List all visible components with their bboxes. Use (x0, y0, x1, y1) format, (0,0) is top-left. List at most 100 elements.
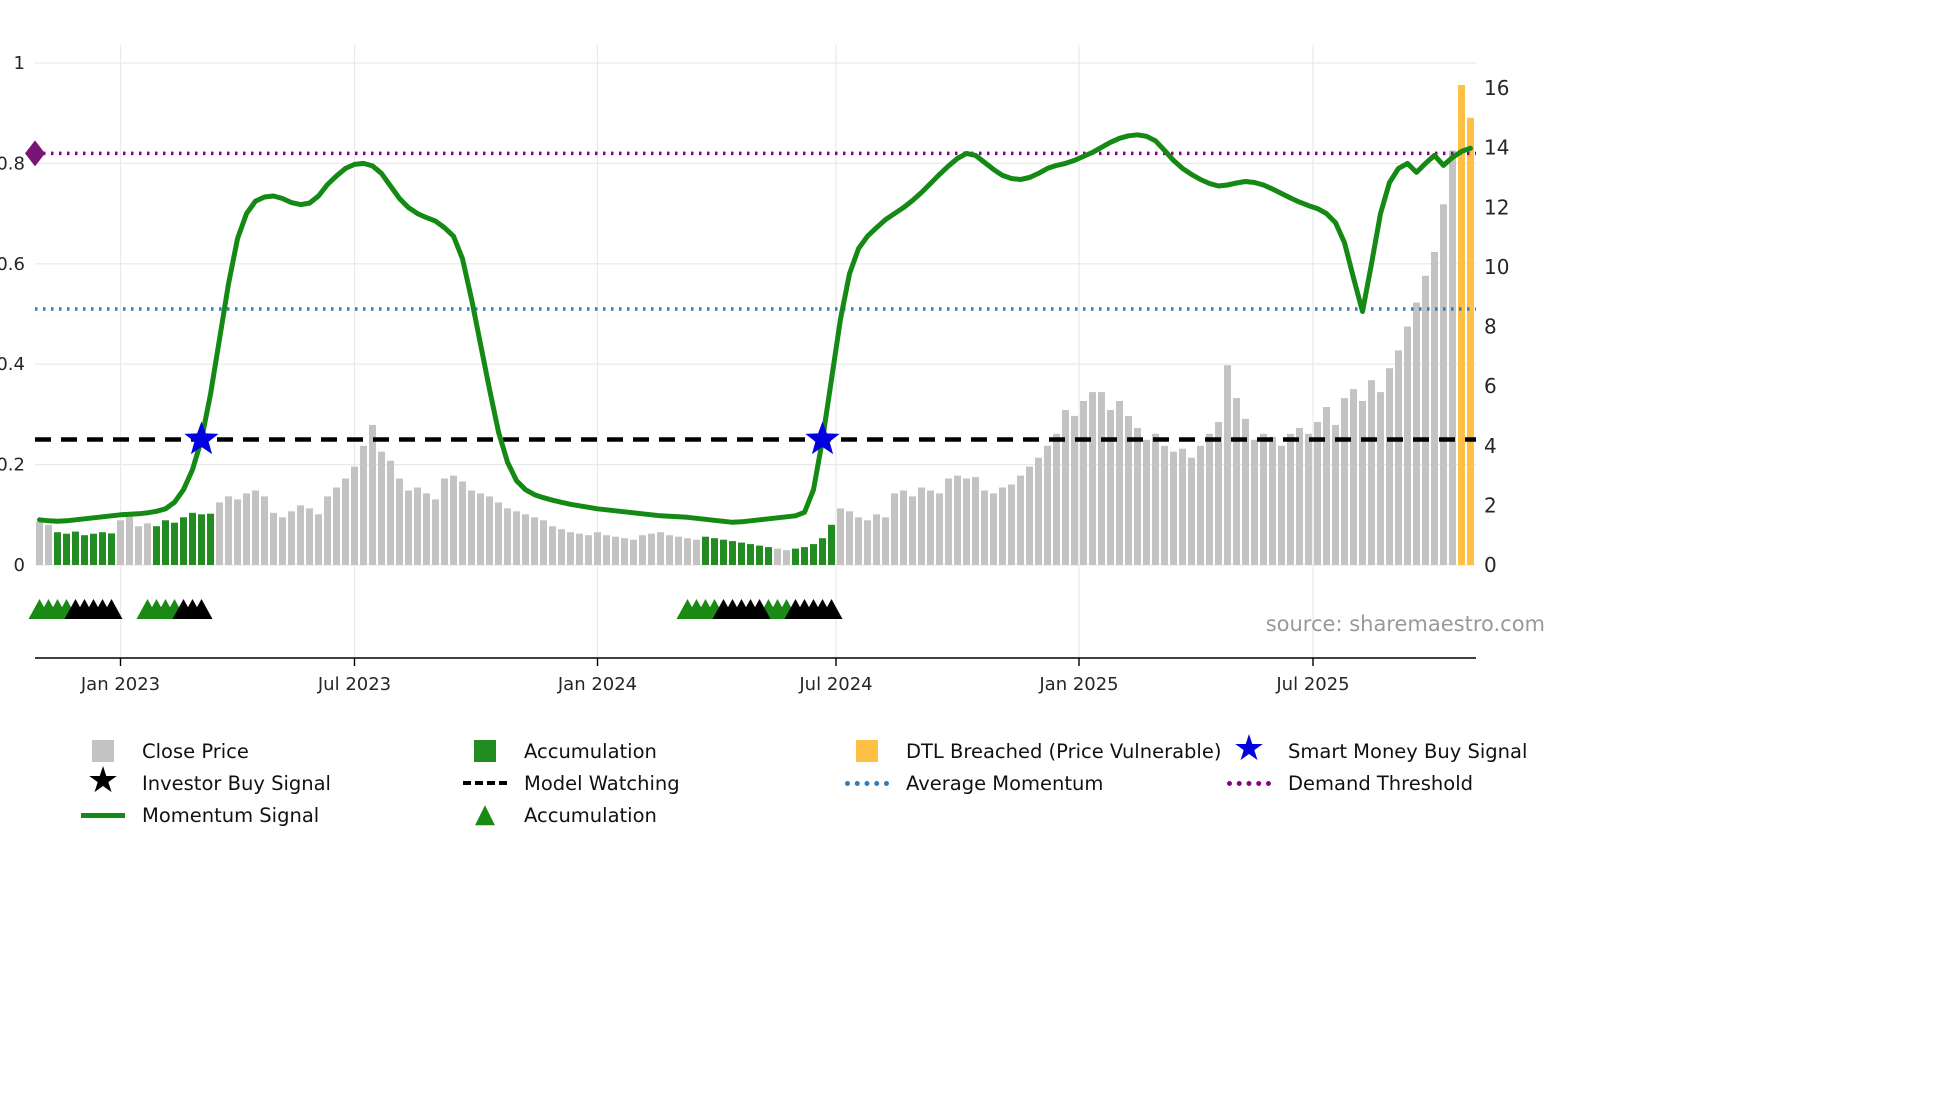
x-tick-label: Jan 2023 (80, 674, 160, 695)
accumulation-bar (756, 545, 763, 565)
legend-label: Close Price (142, 739, 249, 763)
close-price-bar (279, 517, 286, 565)
accumulation-bar (198, 514, 205, 565)
close-price-bar (873, 514, 880, 565)
close-price-bar (1188, 457, 1195, 565)
close-price-bar (1206, 433, 1213, 565)
left-tick-label: 0 (14, 555, 25, 576)
source-credit: source: sharemaestro.com (1265, 612, 1545, 636)
close-price-bar (1053, 433, 1060, 565)
close-price-bar (675, 536, 682, 565)
accumulation-bar (828, 524, 835, 565)
close-price-swatch-icon (92, 740, 114, 762)
legend-label: Investor Buy Signal (142, 771, 331, 795)
close-price-bar (378, 451, 385, 565)
close-price-bar (333, 487, 340, 565)
close-price-bar (477, 493, 484, 565)
close-price-bar (441, 478, 448, 565)
close-price-bar (1431, 252, 1438, 565)
right-tick-label: 16 (1484, 76, 1509, 100)
close-price-bar (999, 487, 1006, 565)
close-price-bar (909, 496, 916, 565)
accumulation-bar (81, 535, 88, 565)
close-price-bar (1449, 150, 1456, 565)
close-price-bar (1404, 326, 1411, 565)
close-price-bar (1440, 204, 1447, 566)
investor-buy-triangle-markers (64, 599, 843, 619)
close-price-bar (486, 496, 493, 565)
right-tick-label: 8 (1484, 315, 1497, 339)
x-tick-label: Jan 2025 (1038, 674, 1118, 695)
close-price-bar (1161, 445, 1168, 566)
close-price-bar (117, 520, 124, 565)
close-price-bar (1251, 439, 1258, 565)
threshold-lines (35, 151, 1476, 442)
close-price-bar (351, 466, 358, 565)
legend-item-dtl-breached: DTL Breached (Price Vulnerable) (844, 736, 1226, 766)
close-price-bar (954, 475, 961, 565)
close-price-bar (657, 532, 664, 565)
investor-buy-triangle-icon (820, 599, 843, 619)
close-price-bar (1170, 451, 1177, 565)
close-price-bar (612, 536, 619, 565)
close-price-bar (1125, 415, 1132, 565)
accumulation-triangle-markers (28, 599, 798, 619)
accumulation-bar (792, 548, 799, 565)
accumulation-bar (189, 512, 196, 565)
close-price-bar (1260, 433, 1267, 565)
black-star-icon: ★ (86, 759, 120, 801)
right-tick-label: 6 (1484, 374, 1497, 398)
right-tick-label: 4 (1484, 434, 1497, 458)
close-price-bar (414, 487, 421, 565)
close-price-bar (1035, 457, 1042, 565)
dtl-breached-bar (1467, 117, 1474, 566)
close-price-bar (396, 478, 403, 565)
accumulation-bar (171, 522, 178, 565)
close-price-bar (459, 481, 466, 565)
close-price-bar (432, 499, 439, 565)
accumulation-bar (207, 513, 214, 565)
accumulation-bar (702, 536, 709, 565)
close-price-bar (225, 496, 232, 565)
close-price-bar (495, 502, 502, 565)
close-price-bar (423, 493, 430, 565)
dtl-breached-swatch-icon (856, 740, 878, 762)
close-price-bar (1287, 433, 1294, 565)
right-tick-label: 0 (1484, 553, 1497, 577)
close-price-bar (1080, 401, 1087, 565)
close-price-bar (1278, 445, 1285, 566)
close-price-bar (684, 538, 691, 565)
close-price-bar (1233, 398, 1240, 565)
investor-buy-triangle-icon (190, 599, 213, 619)
legend-item-average-momentum: Average Momentum (844, 768, 1226, 798)
accumulation-bar (180, 517, 187, 565)
close-price-bar (1044, 445, 1051, 566)
close-price-bar (243, 493, 250, 565)
close-price-bar (1107, 410, 1114, 565)
y-axis-left: 0 0.2 0.4 0.6 0.8 1 (0, 53, 25, 576)
close-price-bar (1377, 392, 1384, 565)
close-price-bar (45, 524, 52, 565)
legend-label: Accumulation (524, 803, 657, 827)
close-price-bar (1422, 275, 1429, 565)
smart-money-buy-star-icon (184, 421, 219, 455)
legend-item-investor-buy-signal: ★ Investor Buy Signal (80, 762, 462, 798)
close-price-bar (1179, 448, 1186, 565)
close-price-bar (513, 511, 520, 565)
left-tick-label: 0.2 (0, 455, 25, 476)
close-price-bar (1062, 410, 1069, 565)
close-price-bar (1332, 424, 1339, 565)
close-price-bar (774, 548, 781, 565)
close-price-bar (369, 424, 376, 565)
close-price-bar (1017, 475, 1024, 565)
close-price-bar (1008, 484, 1015, 565)
x-axis: Jan 2023 Jul 2023 Jan 2024 Jul 2024 Jan 2025… (35, 657, 1476, 695)
close-price-bar (666, 535, 673, 565)
legend-label: Model Watching (524, 771, 680, 795)
close-price-bar (531, 517, 538, 565)
legend-item-momentum-signal: Momentum Signal (80, 800, 462, 830)
accumulation-bar (729, 541, 736, 565)
legend-label: Accumulation (524, 739, 657, 763)
close-price-bar (630, 539, 637, 565)
